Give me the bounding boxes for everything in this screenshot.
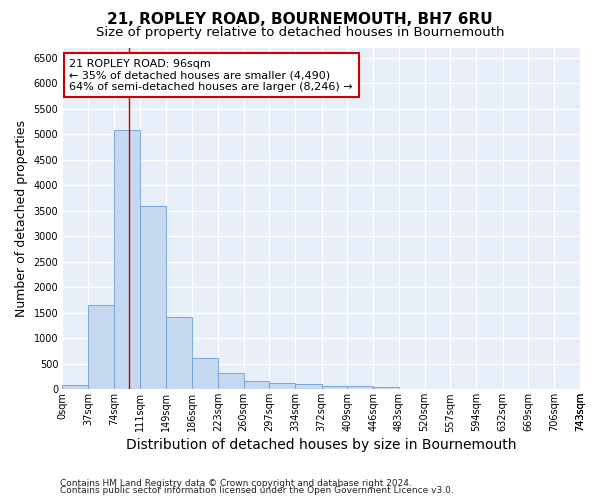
Bar xyxy=(88,305,114,390)
Text: Contains public sector information licensed under the Open Government Licence v3: Contains public sector information licen… xyxy=(60,486,454,495)
Bar xyxy=(192,358,218,390)
Text: Size of property relative to detached houses in Bournemouth: Size of property relative to detached ho… xyxy=(96,26,504,39)
Y-axis label: Number of detached properties: Number of detached properties xyxy=(15,120,28,317)
Bar xyxy=(373,386,399,390)
X-axis label: Distribution of detached houses by size in Bournemouth: Distribution of detached houses by size … xyxy=(126,438,517,452)
Bar xyxy=(244,381,269,390)
Text: 21, ROPLEY ROAD, BOURNEMOUTH, BH7 6RU: 21, ROPLEY ROAD, BOURNEMOUTH, BH7 6RU xyxy=(107,12,493,28)
Bar xyxy=(114,130,140,390)
Bar xyxy=(218,374,244,390)
Text: Contains HM Land Registry data © Crown copyright and database right 2024.: Contains HM Land Registry data © Crown c… xyxy=(60,478,412,488)
Text: 21 ROPLEY ROAD: 96sqm
← 35% of detached houses are smaller (4,490)
64% of semi-d: 21 ROPLEY ROAD: 96sqm ← 35% of detached … xyxy=(70,58,353,92)
Bar xyxy=(269,382,295,390)
Bar xyxy=(347,386,373,390)
Bar xyxy=(166,317,192,390)
Bar xyxy=(295,384,322,390)
Bar xyxy=(62,385,88,390)
Bar xyxy=(140,206,166,390)
Bar xyxy=(322,386,347,390)
